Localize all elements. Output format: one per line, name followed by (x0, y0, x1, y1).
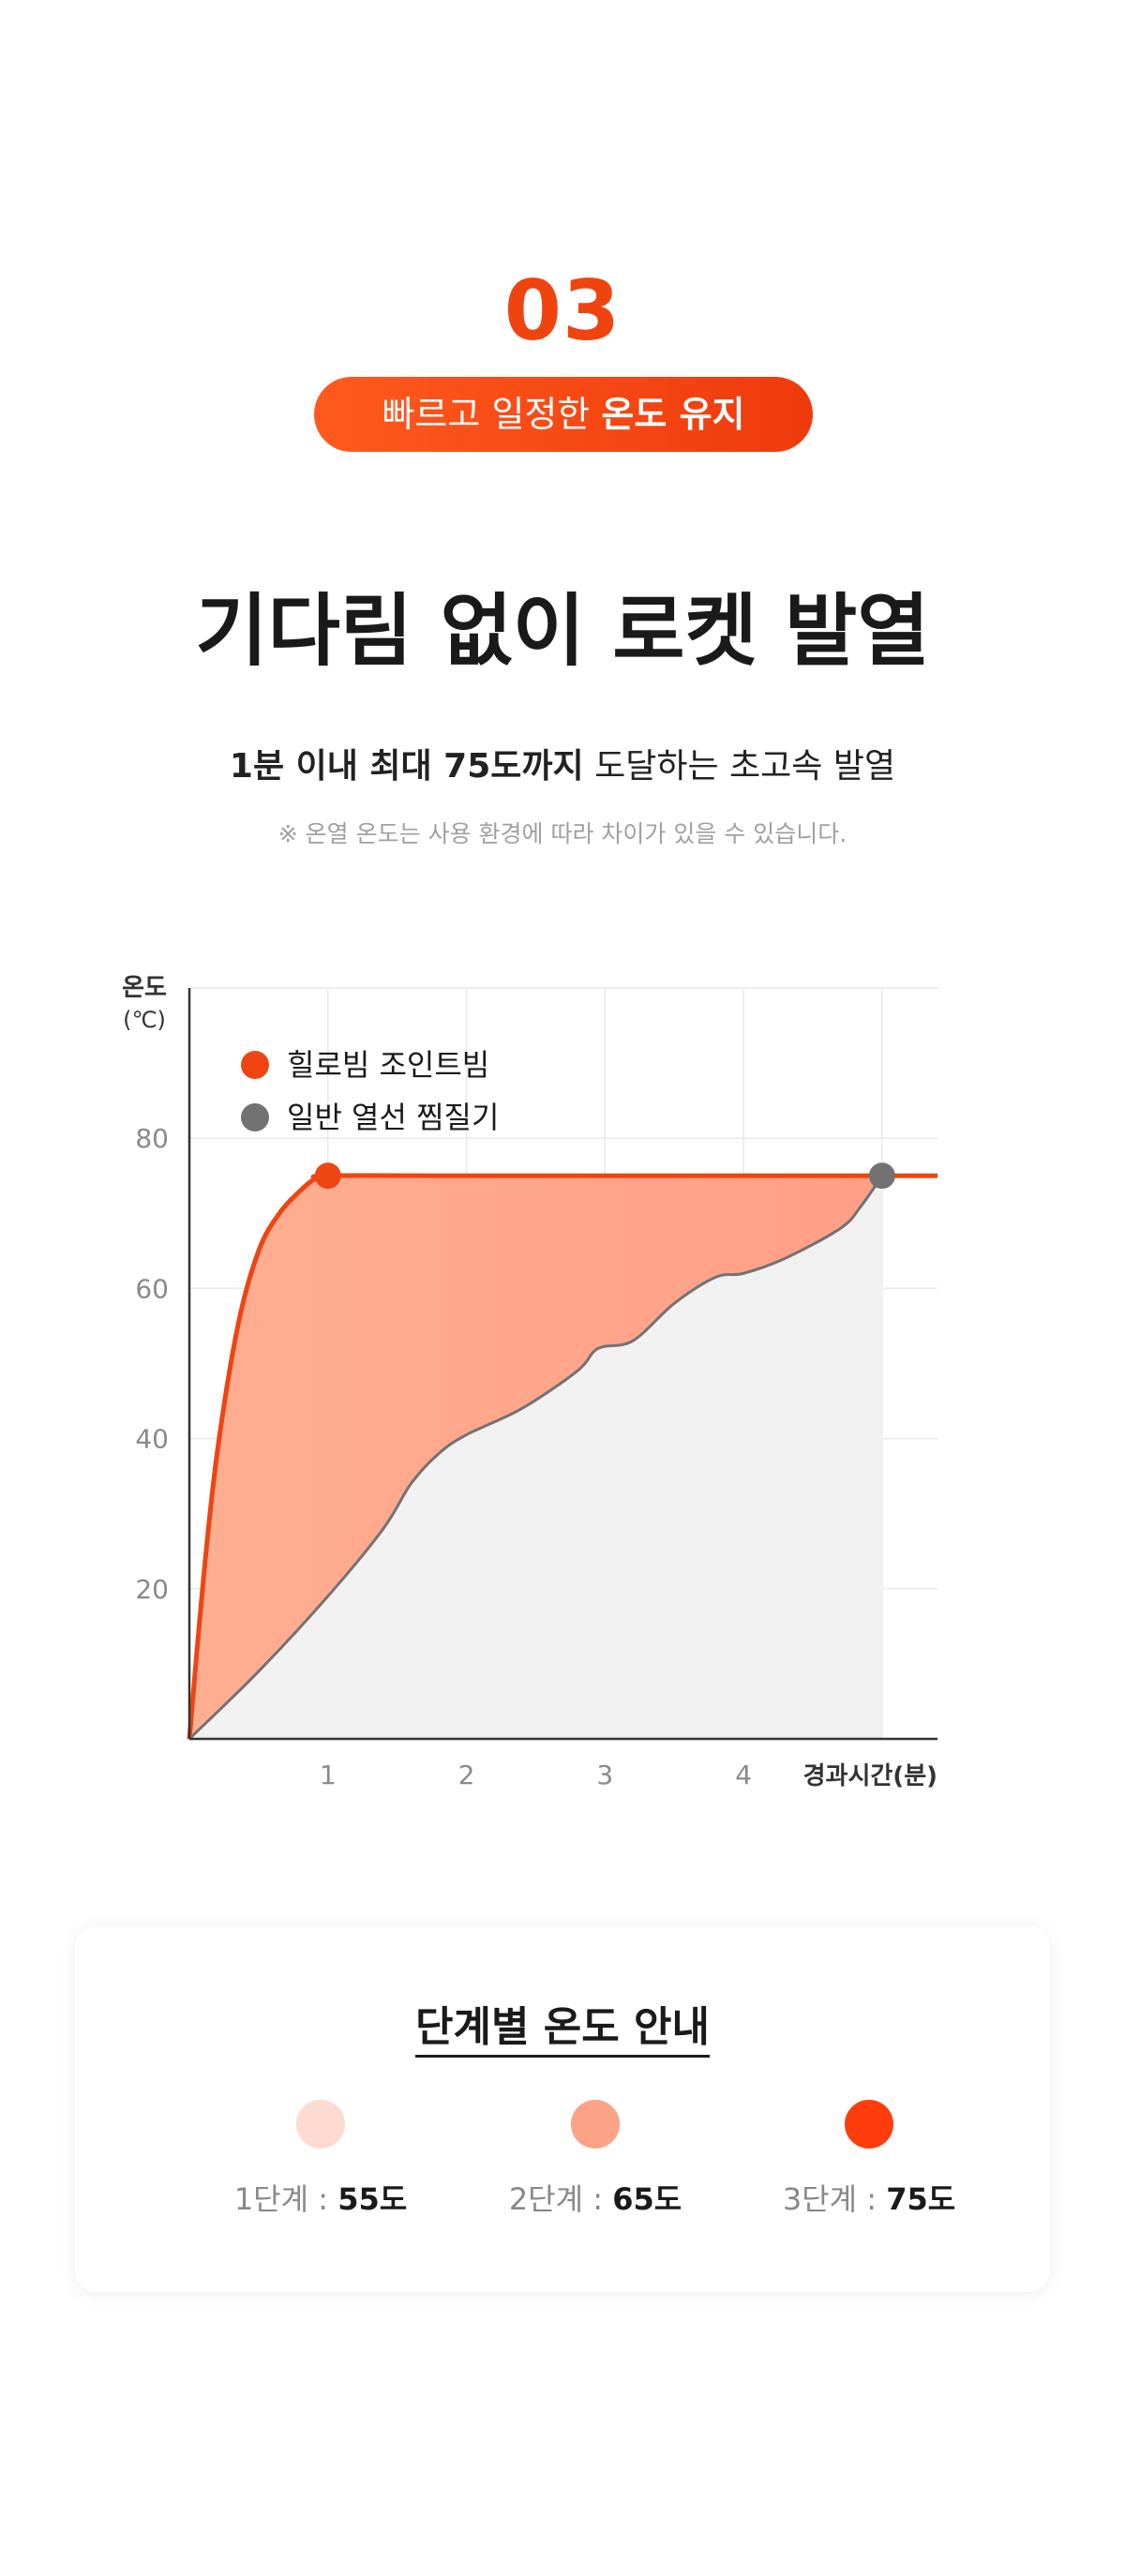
disclaimer-note: ※ 온열 온도는 사용 환경에 따라 차이가 있을 수 있습니다. (278, 820, 848, 847)
legend-general-label: 일반 열선 찜질기 (287, 1100, 499, 1135)
product-area (189, 1175, 882, 1739)
y-axis-label-line2: (℃) (123, 1007, 166, 1033)
stage-1-step: 1단계 (233, 2181, 309, 2217)
section-number: 03 (503, 262, 622, 359)
general-line (188, 1175, 884, 1741)
y-tick-80: 80 (135, 1123, 169, 1154)
stage-2-sep: : (583, 2181, 613, 2217)
subheadline-bold: 1분 이내 최대 75도까지 (229, 747, 584, 786)
product-line (187, 1173, 938, 1740)
stage-3-label: 3단계 : 75도 (728, 2179, 1010, 2220)
stage-1-temp: 55도 (338, 2181, 408, 2217)
subheadline: 1분 이내 최대 75도까지 도달하는 초고속 발열 (0, 742, 1125, 791)
stage-2-temp: 65도 (612, 2181, 682, 2217)
y-tick-40: 40 (135, 1424, 169, 1455)
stage-3-step: 3단계 (782, 2181, 858, 2217)
y-tick-20: 20 (135, 1574, 169, 1605)
y-tick-60: 60 (135, 1273, 169, 1304)
stage-1-dot (296, 2100, 345, 2149)
stages-card-title-text: 단계별 온도 안내 (415, 2002, 710, 2058)
x-axis-label: 경과시간(분) (803, 1762, 938, 1790)
stage-2: 2단계 : 65도 (455, 2100, 736, 2220)
y-axis-label-line1: 온도 (122, 974, 167, 1002)
stage-1-label: 1단계 : 55도 (180, 2179, 461, 2220)
stages-card-title: 단계별 온도 안내 (75, 1999, 1050, 2058)
legend-product-dot (241, 1051, 269, 1079)
x-tick-2: 2 (458, 1760, 475, 1790)
stages-card: 단계별 온도 안내 1단계 : 55도 2단계 : 65도 3단계 : 75도 (75, 1926, 1050, 2292)
stage-1-sep: : (308, 2181, 338, 2217)
stage-2-dot (571, 2100, 620, 2149)
stage-2-step: 2단계 (508, 2181, 584, 2217)
stage-3-dot (845, 2100, 893, 2149)
stage-1: 1단계 : 55도 (180, 2100, 461, 2220)
feature-pill: 빠르고 일정한 온도 유지 (314, 377, 813, 452)
x-tick-3: 3 (596, 1760, 613, 1790)
product-marker (314, 1162, 341, 1190)
page-headline: 기다림 없이 로켓 발열 (195, 585, 930, 677)
pill-text-bold: 온도 유지 (601, 394, 745, 435)
general-marker (868, 1162, 895, 1190)
x-tick-4: 4 (735, 1760, 752, 1790)
stage-3: 3단계 : 75도 (728, 2100, 1010, 2220)
stage-3-temp: 75도 (886, 2181, 956, 2217)
subheadline-regular: 도달하는 초고속 발열 (594, 747, 896, 786)
stage-2-label: 2단계 : 65도 (455, 2179, 736, 2220)
stage-3-sep: : (857, 2181, 887, 2217)
x-tick-1: 1 (320, 1760, 337, 1790)
legend-product-label: 힐로빔 조인트빔 (287, 1047, 489, 1083)
legend-general-dot (241, 1103, 269, 1131)
general-area (189, 1176, 882, 1739)
pill-text-regular: 빠르고 일정한 (382, 394, 591, 435)
